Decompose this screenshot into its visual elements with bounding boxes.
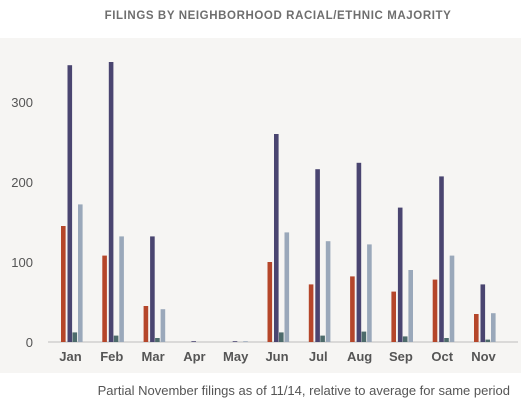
bar-feb-series-2 xyxy=(108,62,114,342)
bar-jun-series-2 xyxy=(274,134,279,342)
y-tick-label: 200 xyxy=(11,175,33,190)
x-tick-label: Nov xyxy=(471,349,496,364)
bar-aug-series-2 xyxy=(356,162,362,342)
bars xyxy=(61,62,496,342)
x-tick-label: Apr xyxy=(183,349,205,364)
bar-nov-series-3 xyxy=(485,339,491,342)
bar-oct-series-4 xyxy=(449,255,455,342)
y-tick-label: 100 xyxy=(11,255,33,270)
bar-sep-series-1 xyxy=(391,291,396,342)
y-tick-label: 300 xyxy=(11,95,33,110)
bar-jan-series-4 xyxy=(78,204,83,342)
bar-jan-series-3 xyxy=(72,332,78,342)
bar-may-series-2 xyxy=(232,341,238,342)
bar-jun-series-4 xyxy=(284,232,290,342)
bar-apr-series-2 xyxy=(191,341,196,342)
x-tick-label: Aug xyxy=(347,349,372,364)
bar-feb-series-3 xyxy=(113,335,119,342)
bar-aug-series-3 xyxy=(361,331,367,342)
x-tick-label: Jun xyxy=(265,349,288,364)
bar-oct-series-2 xyxy=(439,176,444,342)
bar-nov-series-2 xyxy=(480,284,486,342)
bar-may-series-4 xyxy=(243,341,248,342)
bar-feb-series-4 xyxy=(119,236,124,342)
x-tick-label: May xyxy=(223,349,249,364)
bar-jul-series-3 xyxy=(320,335,325,342)
bar-oct-series-1 xyxy=(432,279,438,342)
x-tick-label: Jan xyxy=(59,349,81,364)
bar-aug-series-4 xyxy=(367,244,372,342)
bar-nov-series-4 xyxy=(491,313,496,342)
bar-nov-series-1 xyxy=(474,314,479,342)
bar-jul-series-2 xyxy=(315,169,320,342)
bar-feb-series-1 xyxy=(102,255,107,342)
x-tick-label: Mar xyxy=(142,349,165,364)
bar-jan-series-1 xyxy=(61,226,66,342)
chart-footnote: Partial November filings as of 11/14, re… xyxy=(98,383,510,398)
bar-mar-series-3 xyxy=(155,338,160,342)
chart-title: FILINGS BY NEIGHBORHOOD RACIAL/ETHNIC MA… xyxy=(105,10,452,22)
y-tick-label: 0 xyxy=(26,335,33,350)
bar-jan-series-2 xyxy=(67,65,73,342)
bar-oct-series-3 xyxy=(444,338,449,342)
bar-jul-series-4 xyxy=(325,241,331,342)
bar-jun-series-1 xyxy=(267,262,273,342)
x-tick-label: Feb xyxy=(100,349,123,364)
bar-sep-series-3 xyxy=(402,336,408,342)
bar-jul-series-1 xyxy=(308,284,314,342)
x-tick-label: Jul xyxy=(309,349,328,364)
bar-sep-series-4 xyxy=(408,270,413,342)
bar-mar-series-4 xyxy=(160,309,166,342)
bar-sep-series-2 xyxy=(397,207,403,342)
bar-mar-series-1 xyxy=(143,306,149,342)
bar-mar-series-2 xyxy=(150,236,155,342)
bar-jun-series-3 xyxy=(279,332,284,342)
x-tick-label: Sep xyxy=(389,349,413,364)
y-axis: 0 100 200 300 xyxy=(11,95,33,350)
x-tick-label: Oct xyxy=(431,349,453,364)
bar-aug-series-1 xyxy=(350,276,355,342)
x-axis: Jan Feb Mar Apr May Jun Jul Aug Sep Oct Nov xyxy=(59,349,496,364)
